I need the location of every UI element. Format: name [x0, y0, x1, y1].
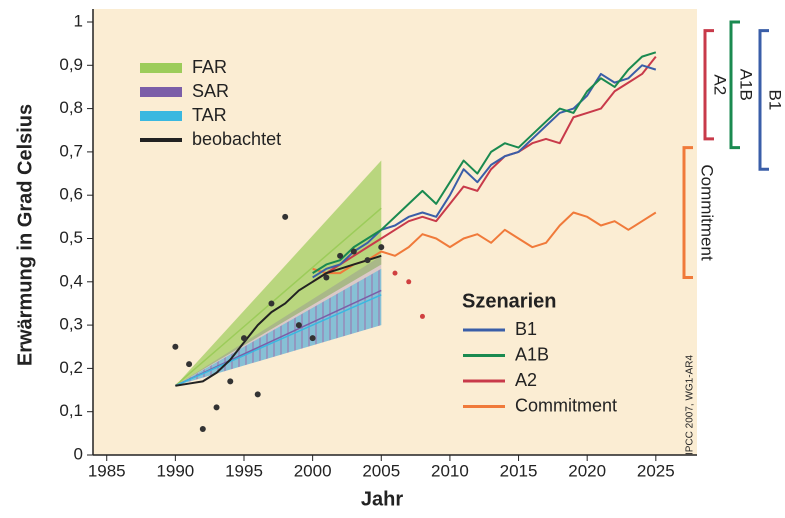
legend-label: TAR — [192, 105, 227, 125]
bracket-label: Commitment — [698, 164, 717, 261]
y-axis-label: Erwärmung in Grad Celsius — [14, 104, 36, 366]
x-tick-label: 1995 — [225, 461, 263, 480]
observation-dot — [172, 343, 179, 350]
x-tick-label: 2025 — [637, 461, 675, 480]
x-axis-label: Jahr — [361, 488, 403, 510]
legend-title: Szenarien — [462, 290, 556, 312]
x-tick-label: 1985 — [88, 461, 126, 480]
observation-dot — [254, 391, 261, 398]
x-tick-label: 1990 — [156, 461, 194, 480]
y-tick-label: 0,7 — [59, 141, 83, 160]
observation-dot — [350, 248, 357, 255]
observation-dot — [419, 313, 425, 319]
y-tick-label: 1 — [74, 11, 83, 30]
projection-line — [174, 207, 382, 387]
bracket-label: A1B — [737, 69, 756, 101]
projection-band — [175, 160, 382, 386]
bracket — [682, 146, 693, 279]
x-tick-label: 2000 — [294, 461, 332, 480]
projection-band — [175, 268, 382, 386]
projection-band — [175, 255, 382, 386]
bracket-label: B1 — [766, 90, 785, 111]
legend-label: beobachtet — [192, 129, 281, 149]
observation-dot — [213, 404, 220, 411]
legend-label: B1 — [515, 319, 537, 339]
observation-dot — [337, 252, 344, 259]
y-tick-label: 0,2 — [59, 358, 83, 377]
legend-label: FAR — [192, 57, 227, 77]
y-tick-label: 0,3 — [59, 315, 83, 334]
x-tick-label: 2015 — [500, 461, 538, 480]
observation-dot — [282, 213, 289, 220]
observation-dot — [268, 300, 275, 307]
y-tick-label: 0,1 — [59, 401, 83, 420]
observation-dot — [309, 335, 316, 342]
legend-label: SAR — [192, 81, 229, 101]
bracket — [729, 20, 740, 150]
legend-label: A1B — [515, 344, 549, 364]
observation-dot — [186, 361, 193, 368]
credit: IPCC 2007, WG1-AR4 — [685, 355, 696, 455]
projection-line — [175, 294, 382, 387]
y-tick-label: 0 — [74, 444, 83, 463]
observed-line — [175, 254, 382, 387]
y-tick-label: 0,4 — [59, 271, 83, 290]
observation-dot — [378, 244, 385, 251]
y-tick-label: 0,6 — [59, 185, 83, 204]
observation-dot — [227, 378, 234, 385]
y-tick-label: 0,9 — [59, 55, 83, 74]
x-tick-label: 2005 — [362, 461, 400, 480]
plot-background — [93, 9, 697, 455]
bracket — [758, 29, 769, 171]
scenario-line — [312, 64, 657, 279]
observation-dot — [392, 270, 398, 276]
scenario-line — [312, 51, 657, 274]
observation-dot — [199, 426, 206, 433]
observation-dot — [241, 335, 247, 342]
x-tick-label: 2020 — [568, 461, 606, 480]
observation-dot — [295, 322, 302, 329]
legend-label: Commitment — [515, 395, 617, 415]
x-tick-label: 2010 — [431, 461, 469, 480]
legend-label: A2 — [515, 370, 537, 390]
observation-dot — [364, 257, 371, 264]
y-tick-label: 0,5 — [59, 228, 83, 247]
observation-dot — [323, 274, 330, 281]
y-tick-label: 0,8 — [59, 98, 83, 117]
bracket-label: A2 — [711, 74, 730, 95]
bracket — [703, 29, 714, 141]
scenario-line — [312, 56, 657, 283]
observation-dot — [406, 279, 412, 285]
